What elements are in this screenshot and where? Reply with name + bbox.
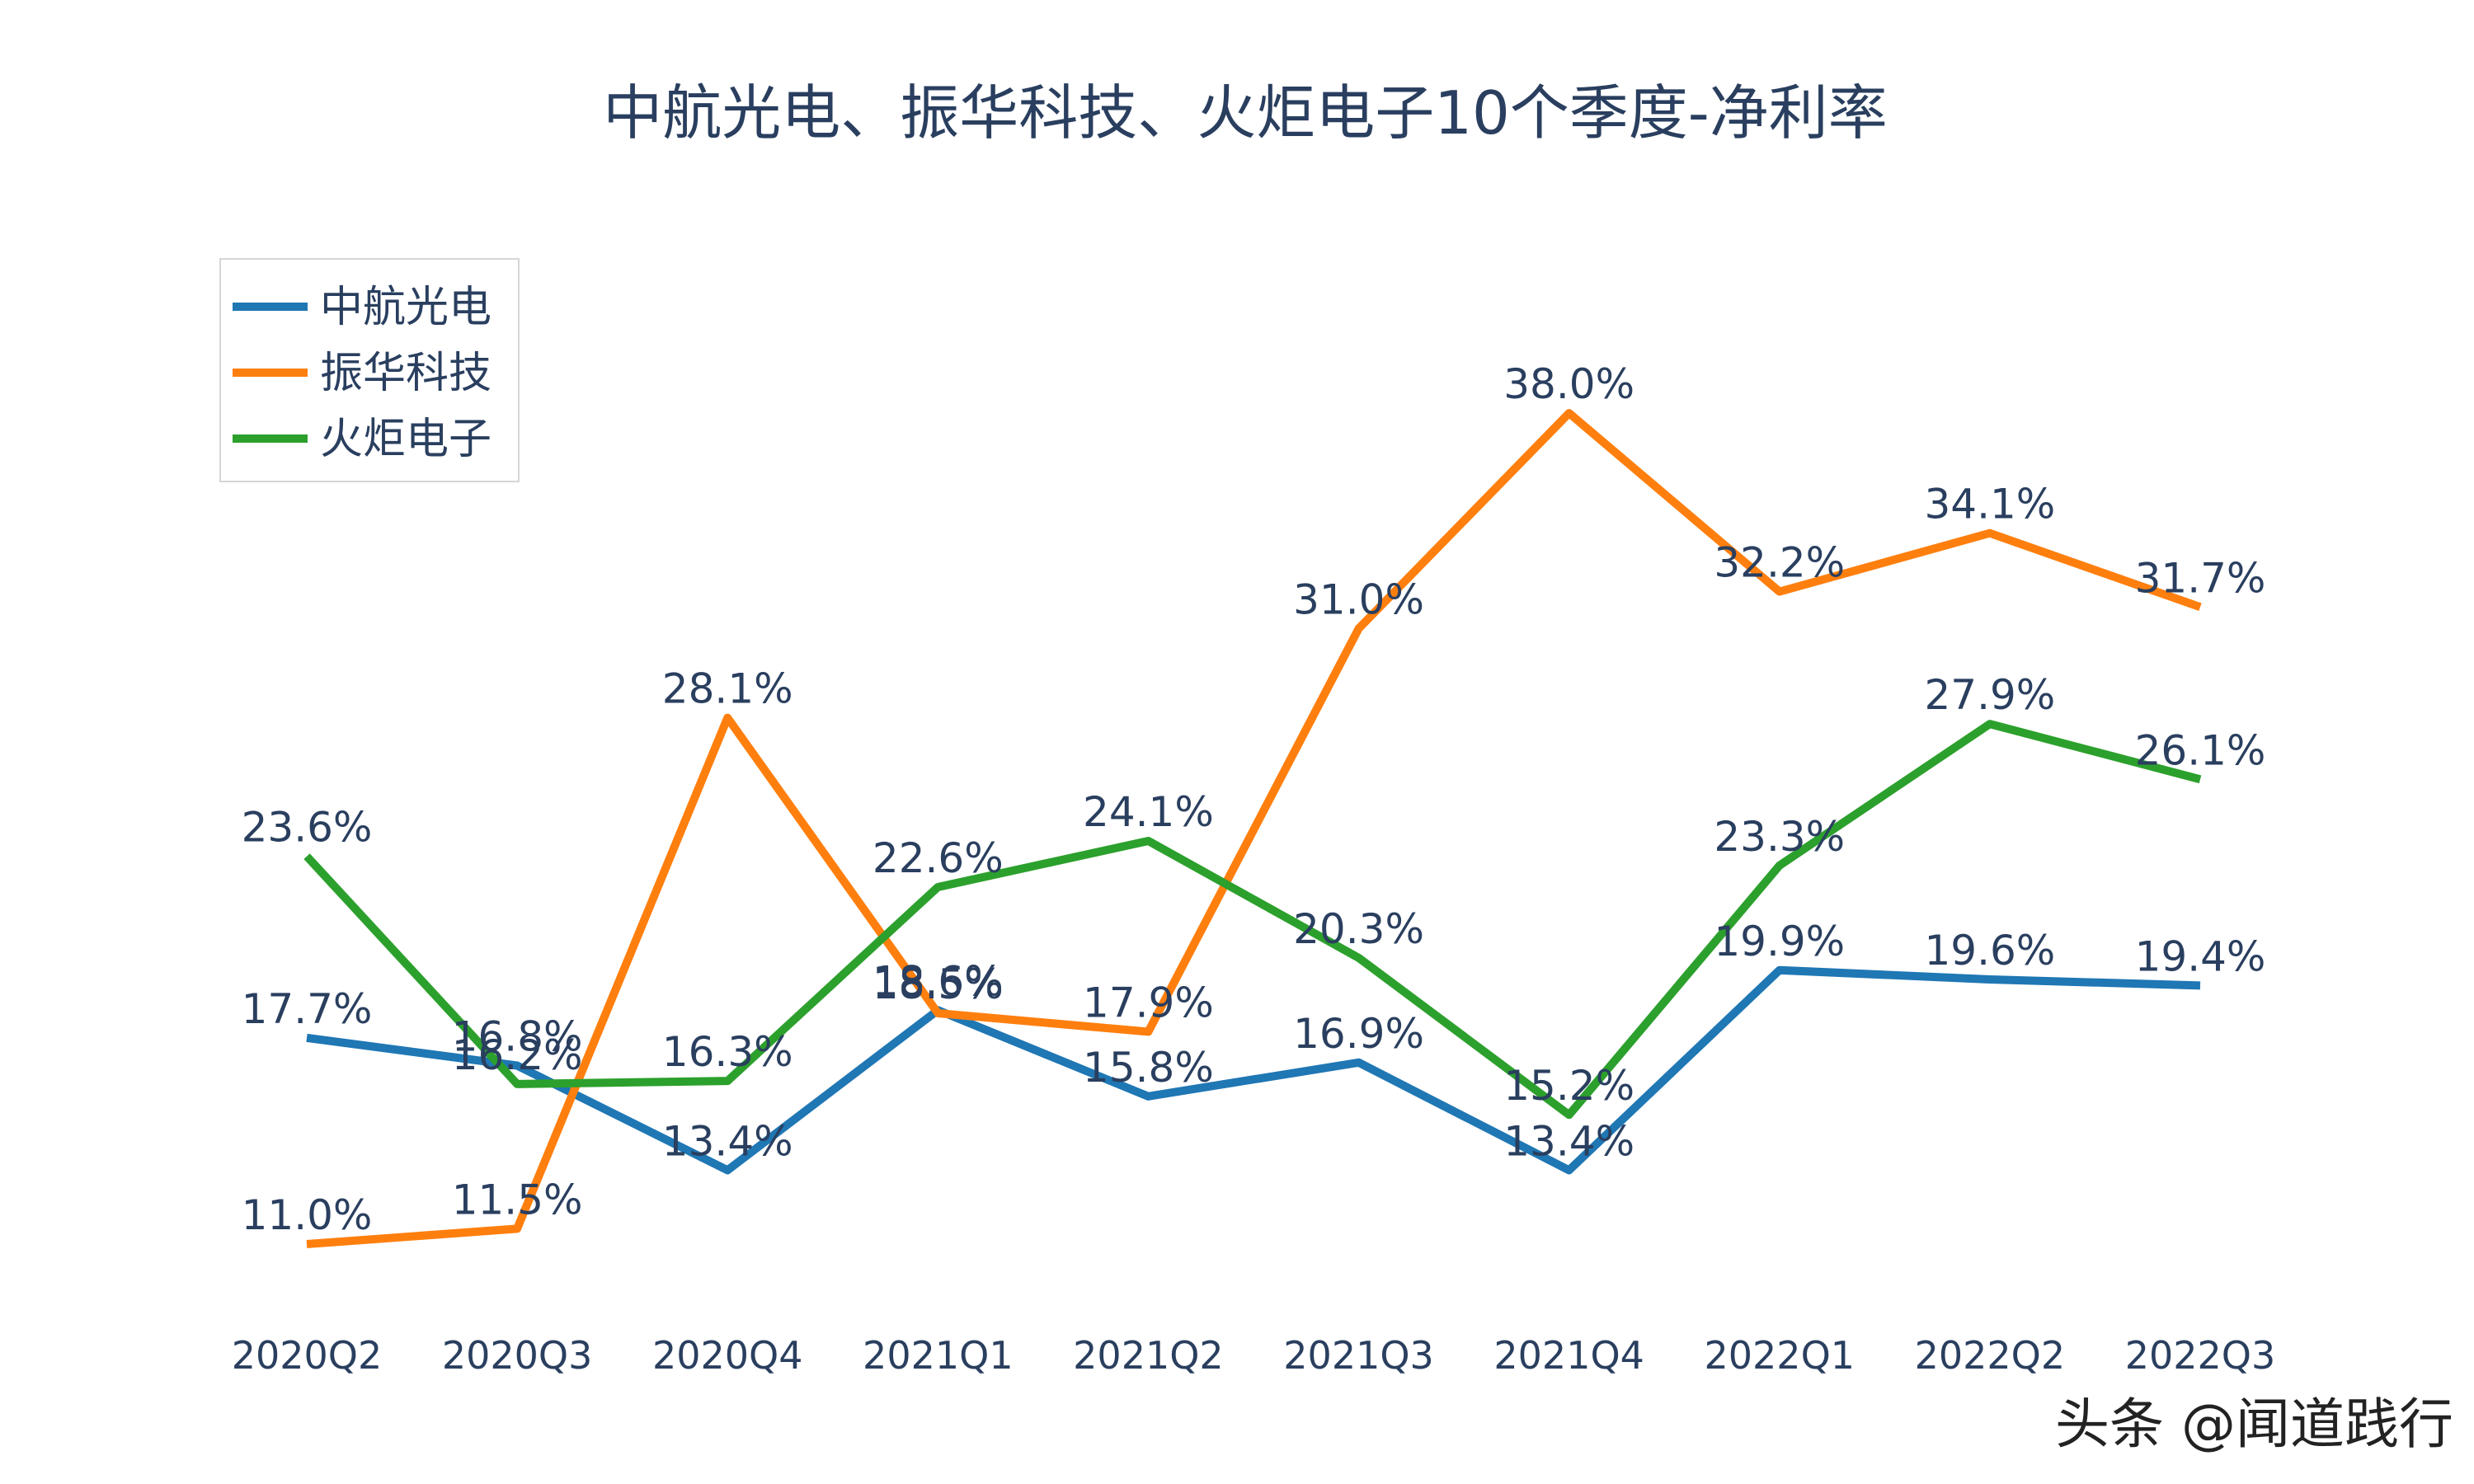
data-label: 17.9%	[1083, 979, 1214, 1026]
data-label: 38.0%	[1503, 360, 1634, 408]
data-label: 26.1%	[2135, 726, 2266, 774]
data-label: 27.9%	[1924, 671, 2055, 719]
data-label: 31.7%	[2135, 554, 2266, 602]
data-label: 23.3%	[1714, 813, 1845, 861]
data-label: 11.0%	[242, 1191, 373, 1239]
data-label: 11.5%	[452, 1176, 583, 1223]
data-label: 17.7%	[242, 985, 373, 1033]
data-label: 16.9%	[1293, 1010, 1424, 1058]
data-label: 15.8%	[1083, 1044, 1214, 1092]
data-labels: 17.7% 16.8% 13.4% 18.6% 15.8% 16.9% 13.4% 19.9%…	[242, 360, 2266, 1239]
data-label: 19.4%	[2135, 932, 2266, 980]
x-tick-label: 2020Q2	[232, 1333, 383, 1378]
chart-title: 中航光电、振华科技、火炬电子10个季度-净利率	[603, 78, 1888, 148]
series-lines	[303, 409, 2202, 1248]
data-label: 16.2%	[452, 1031, 583, 1079]
data-label: 28.1%	[662, 665, 793, 713]
data-label: 19.6%	[1924, 927, 2055, 974]
data-label: 18.5%	[872, 960, 1004, 1008]
data-label: 16.3%	[662, 1028, 793, 1076]
x-tick-label: 2021Q3	[1283, 1333, 1434, 1378]
series-line-0	[306, 965, 2201, 1175]
x-tick-label: 2021Q1	[863, 1333, 1014, 1378]
legend-label: 火炬电子	[320, 415, 492, 464]
data-label: 15.2%	[1503, 1062, 1634, 1110]
data-label: 32.2%	[1714, 539, 1845, 587]
x-tick-label: 2022Q2	[1915, 1333, 2066, 1378]
data-label: 31.0%	[1293, 575, 1424, 623]
data-label: 34.1%	[1924, 481, 2055, 528]
series-line-1	[306, 409, 2202, 1248]
x-axis-ticks: 2020Q2 2020Q3 2020Q4 2021Q1 2021Q2 2021Q3 2021…	[232, 1333, 2276, 1378]
data-label: 23.6%	[242, 804, 373, 852]
data-label: 24.1%	[1083, 788, 1214, 836]
series-line-2	[303, 720, 2202, 1120]
data-label: 18.6%	[872, 957, 1004, 1005]
x-tick-label: 2022Q1	[1705, 1333, 1856, 1378]
x-tick-label: 2020Q4	[652, 1333, 803, 1378]
data-label: 13.4%	[1503, 1117, 1634, 1165]
data-label: 20.3%	[1293, 905, 1424, 953]
x-tick-label: 2021Q2	[1073, 1333, 1224, 1378]
data-label: 19.9%	[1714, 918, 1845, 965]
x-tick-label: 2020Q3	[442, 1333, 593, 1378]
x-tick-label: 2021Q4	[1493, 1333, 1644, 1378]
data-label: 13.4%	[662, 1117, 793, 1165]
data-label: 22.6%	[872, 834, 1004, 882]
data-label: 16.8%	[452, 1012, 583, 1060]
watermark: 头条 @闻道践行	[2055, 1392, 2453, 1456]
legend-box	[219, 258, 520, 482]
legend-label: 振华科技	[320, 349, 492, 398]
legend-label: 中航光电	[320, 283, 492, 332]
x-tick-label: 2022Q3	[2125, 1333, 2276, 1378]
